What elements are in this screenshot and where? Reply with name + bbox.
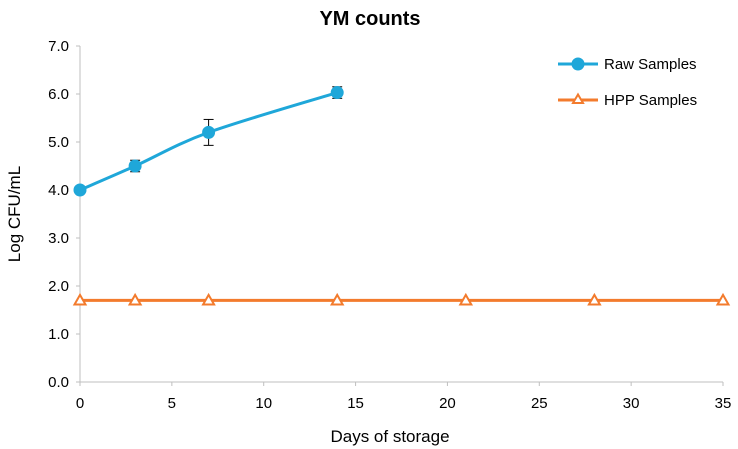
y-tick-label: 0.0 [48,374,69,391]
x-axis-label: Days of storage [330,427,449,446]
data-point [715,292,731,306]
x-tick-label: 10 [255,395,272,412]
y-tick-label: 1.0 [48,326,69,343]
data-point [201,292,216,306]
x-tick-label: 25 [531,395,548,412]
legend-marker-raw [571,57,585,71]
legend-label-hpp: HPP Samples [604,92,697,109]
x-tick-label: 20 [439,395,456,412]
y-tick-label: 7.0 [48,38,69,55]
chart-title: YM counts [319,8,420,30]
x-ticks: 0 5 10 15 20 25 30 35 [76,382,732,412]
legend: Raw Samples HPP Samples [558,56,697,109]
data-point [72,292,88,306]
y-tick-label: 2.0 [48,278,69,295]
data-point [128,159,142,173]
data-point [127,292,143,306]
data-point [330,86,344,100]
data-point [73,183,87,197]
series-layer [72,86,731,306]
legend-marker-hpp [571,92,585,104]
x-tick-label: 0 [76,395,84,412]
y-tick-label: 3.0 [48,230,69,247]
y-tick-label: 4.0 [48,182,69,199]
x-tick-label: 35 [715,395,732,412]
data-point [202,125,216,139]
series-line [78,91,339,192]
data-point [458,292,474,306]
y-ticks: 0.0 1.0 2.0 3.0 4.0 5.0 6.0 7.0 [48,38,80,391]
series-raw-samples [73,86,344,197]
data-point [587,292,602,306]
x-tick-label: 30 [623,395,640,412]
series-hpp-samples [72,292,731,306]
y-axis-label: Log CFU/mL [5,166,24,262]
y-tick-label: 6.0 [48,86,69,103]
x-tick-label: 5 [168,395,176,412]
x-tick-label: 15 [347,395,364,412]
y-tick-label: 5.0 [48,134,69,151]
legend-label-raw: Raw Samples [604,56,697,73]
data-point [329,292,345,306]
